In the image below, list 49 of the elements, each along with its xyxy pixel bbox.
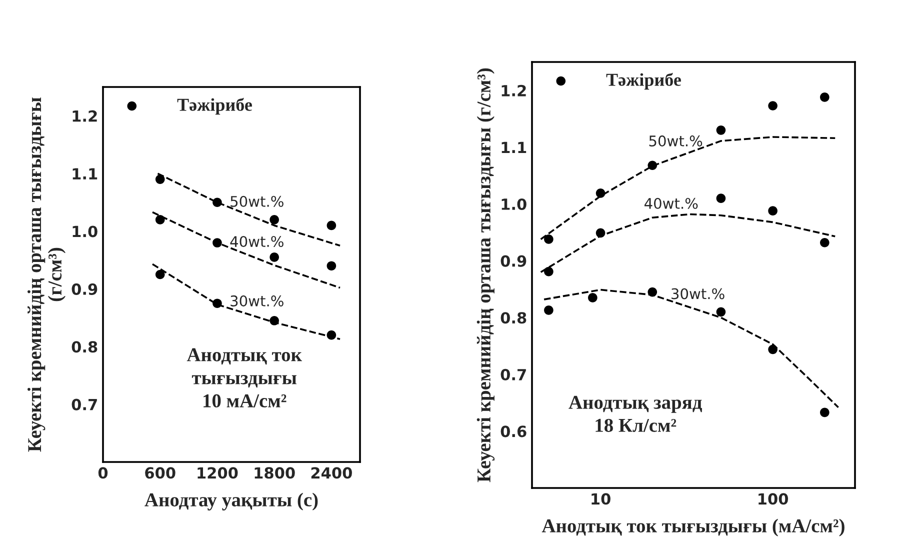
point — [270, 252, 279, 262]
point — [326, 261, 336, 271]
line-series — [152, 211, 341, 289]
series-label: 30wt.% — [672, 288, 724, 300]
y-tick-label: 0.9 — [500, 255, 526, 267]
y-axis-title: Кеуекті кремнийдің орташа тығыздығы (г/см³) — [476, 68, 495, 482]
y-tick-label: 1.2 — [72, 110, 97, 122]
x-tick-label: 2400 — [311, 467, 352, 479]
line-series — [152, 263, 341, 340]
x-tick-label: 0 — [98, 467, 108, 479]
y-tick-label: 0.8 — [500, 312, 526, 324]
point — [155, 270, 165, 280]
series-label: 30wt.% — [230, 295, 284, 306]
x-tick-label: 600 — [145, 467, 176, 479]
series-label: 50wt.% — [230, 196, 284, 207]
y-tick-label: 0.8 — [72, 341, 98, 353]
y-tick-label: 1.0 — [502, 198, 526, 210]
y-tick-label: 1.1 — [72, 168, 98, 180]
point — [155, 215, 165, 224]
point — [270, 215, 279, 224]
point — [326, 220, 336, 230]
x-tick-label: 1800 — [254, 467, 295, 479]
y-tick-label: 0.9 — [72, 283, 98, 295]
point — [155, 174, 165, 184]
x-axis-title: Анодтық ток тығыздығы (мА/см²) — [542, 518, 844, 536]
y-tick-label: 1.1 — [502, 142, 526, 154]
y-tick-label: 0.6 — [500, 426, 526, 438]
x-tick-label: 100 — [758, 493, 788, 505]
y-tick-label: 1.0 — [72, 226, 98, 238]
annotation: Анодтық ток тығыздығы 10 мА/см² — [186, 348, 302, 408]
series-label: 40wt.% — [230, 236, 284, 248]
point — [270, 316, 279, 326]
series-label: 50wt.% — [649, 135, 702, 146]
point — [212, 298, 222, 308]
point — [326, 330, 336, 340]
line-series — [156, 172, 341, 247]
point — [212, 238, 222, 248]
x-axis-title: Анодтау уақыты (с) — [144, 492, 318, 510]
legend-label: Тәжірибе — [177, 98, 252, 115]
series-label: 40wt.% — [644, 198, 698, 209]
y-tick-label: 0.7 — [500, 368, 526, 380]
y-axis-title: Кеуекті кремнийдің орташа тығыздығы (г/см³) — [28, 97, 66, 452]
x-tick-label: 1200 — [198, 467, 238, 479]
point — [212, 198, 222, 208]
y-tick-label: 1.2 — [502, 84, 526, 96]
x-tick-label: 10 — [592, 493, 610, 505]
y-tick-label: 0.7 — [72, 398, 97, 410]
annotation: Анодтық заряд 18 Кл/см² — [568, 396, 702, 432]
legend-label: Тәжірибе — [606, 72, 681, 90]
